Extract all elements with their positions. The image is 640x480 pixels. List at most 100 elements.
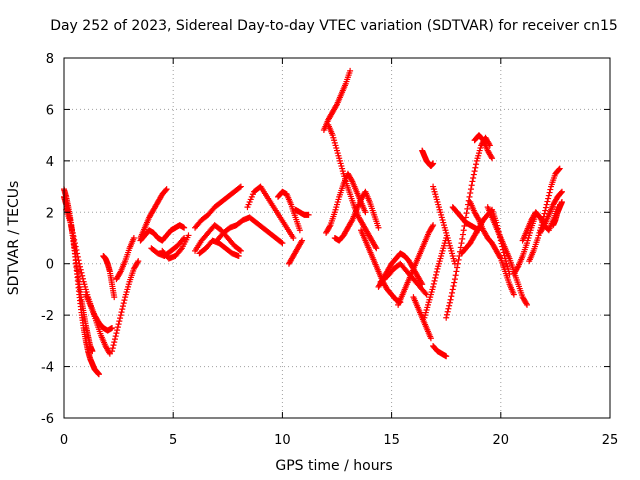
data-point — [432, 274, 439, 281]
x-axis-ticks: 0 5 10 15 20 25 — [60, 58, 618, 448]
data-point — [431, 277, 438, 284]
data-point — [545, 195, 552, 202]
data-point — [236, 184, 243, 191]
data-point — [71, 236, 78, 243]
y-tick-label: 6 — [46, 103, 54, 118]
data-point — [489, 155, 496, 162]
data-point — [460, 227, 467, 234]
data-point — [305, 211, 312, 218]
data-point — [543, 201, 550, 208]
data-point — [430, 280, 437, 287]
data-point — [558, 188, 565, 195]
data-point — [427, 335, 434, 342]
data-point — [278, 239, 285, 246]
data-point — [76, 260, 83, 267]
y-axis-ticks: -6 -4 -2 0 2 4 6 8 — [41, 52, 610, 427]
data-point — [77, 263, 84, 270]
data-point — [497, 254, 504, 261]
data-point — [443, 353, 450, 360]
data-point — [117, 312, 124, 319]
data-point — [72, 243, 79, 250]
data-point — [454, 260, 461, 267]
data-point — [472, 164, 479, 171]
data-point — [181, 224, 188, 231]
x-tick-label: 5 — [169, 433, 177, 448]
data-point — [111, 336, 118, 343]
data-point — [73, 247, 80, 253]
data-point — [449, 286, 456, 293]
data-point — [459, 231, 466, 238]
plot-frame — [63, 57, 611, 419]
data-point — [524, 301, 531, 308]
data-point — [109, 348, 116, 355]
data-point — [79, 275, 86, 282]
data-point — [177, 246, 184, 253]
data-point — [471, 168, 478, 175]
data-point — [459, 235, 466, 242]
data-point — [134, 259, 141, 266]
data-point — [89, 348, 96, 355]
data-point — [235, 253, 242, 259]
data-point — [545, 192, 552, 199]
data-marks — [61, 67, 565, 378]
data-point — [447, 296, 454, 303]
series-arc-f — [109, 258, 142, 355]
data-point — [70, 233, 77, 240]
data-point — [469, 178, 476, 185]
data-point — [430, 222, 437, 229]
data-point — [541, 210, 548, 217]
data-point — [445, 305, 452, 312]
data-point — [296, 227, 303, 234]
data-point — [467, 190, 474, 196]
series-arc-ag — [443, 134, 493, 321]
data-point — [67, 219, 74, 226]
data-point — [115, 321, 122, 328]
series-arc-i — [137, 222, 188, 244]
series-arc-ac — [421, 235, 450, 321]
y-tick-label: -6 — [41, 412, 54, 427]
x-tick-label: 15 — [383, 433, 400, 448]
data-point — [162, 187, 169, 193]
series-arc-t — [320, 67, 354, 133]
data-point — [375, 224, 382, 231]
data-point — [236, 247, 243, 253]
data-point — [452, 272, 459, 279]
data-point — [430, 160, 437, 167]
data-point — [77, 266, 84, 273]
data-point — [347, 67, 354, 74]
data-point — [113, 330, 120, 337]
data-point — [466, 193, 473, 200]
data-point — [348, 218, 355, 225]
data-point — [121, 297, 128, 304]
data-point — [449, 289, 456, 296]
data-point — [74, 253, 81, 260]
data-point — [451, 276, 458, 283]
data-point — [68, 223, 75, 229]
data-point — [448, 293, 455, 300]
data-point — [556, 166, 563, 173]
data-point — [446, 299, 453, 306]
data-point — [237, 247, 244, 254]
data-point — [473, 161, 480, 168]
data-point — [450, 283, 457, 289]
y-axis-label: SDTVAR / TECUs — [6, 181, 22, 296]
series-arc-aq — [550, 199, 565, 229]
data-point — [119, 306, 126, 313]
data-point — [422, 290, 429, 297]
data-point — [326, 223, 333, 230]
data-point — [455, 256, 462, 263]
data-point — [95, 371, 102, 378]
series-arc-p — [244, 183, 297, 241]
x-axis-label: GPS time / hours — [275, 458, 392, 474]
data-point — [467, 186, 474, 193]
y-tick-label: -2 — [41, 309, 54, 324]
data-point — [468, 182, 475, 189]
series-arc-ah — [471, 132, 496, 162]
series-arc-aa — [395, 222, 437, 308]
data-point — [546, 189, 553, 196]
data-point — [114, 327, 121, 334]
data-point — [119, 303, 126, 310]
series-arc-q — [275, 188, 303, 234]
data-point — [446, 302, 453, 309]
